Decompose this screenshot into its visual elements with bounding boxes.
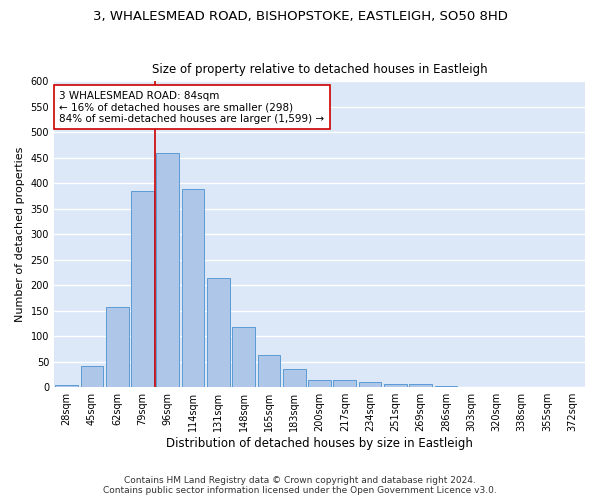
Text: 3 WHALESMEAD ROAD: 84sqm
← 16% of detached houses are smaller (298)
84% of semi-: 3 WHALESMEAD ROAD: 84sqm ← 16% of detach… — [59, 90, 325, 124]
Bar — [207, 278, 230, 387]
Text: Contains HM Land Registry data © Crown copyright and database right 2024.
Contai: Contains HM Land Registry data © Crown c… — [103, 476, 497, 495]
Y-axis label: Number of detached properties: Number of detached properties — [15, 146, 25, 322]
Bar — [308, 380, 331, 387]
Text: 3, WHALESMEAD ROAD, BISHOPSTOKE, EASTLEIGH, SO50 8HD: 3, WHALESMEAD ROAD, BISHOPSTOKE, EASTLEI… — [92, 10, 508, 23]
Bar — [182, 190, 205, 387]
Bar — [359, 382, 382, 387]
Bar — [80, 366, 103, 387]
Bar — [409, 384, 432, 387]
Bar — [384, 384, 407, 387]
Bar — [257, 355, 280, 387]
Bar — [334, 380, 356, 387]
Bar — [157, 152, 179, 387]
X-axis label: Distribution of detached houses by size in Eastleigh: Distribution of detached houses by size … — [166, 437, 473, 450]
Bar — [232, 327, 255, 387]
Bar — [106, 306, 128, 387]
Bar — [283, 370, 305, 387]
Bar — [55, 384, 78, 387]
Bar — [434, 386, 457, 387]
Bar — [131, 191, 154, 387]
Title: Size of property relative to detached houses in Eastleigh: Size of property relative to detached ho… — [152, 63, 487, 76]
